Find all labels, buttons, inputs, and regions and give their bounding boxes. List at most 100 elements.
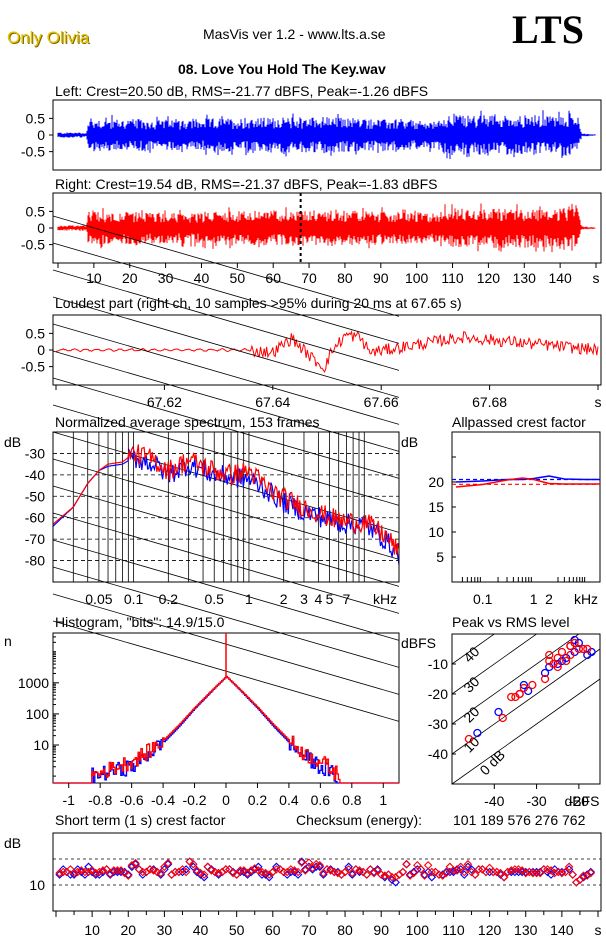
xtick-label: -40 (484, 793, 504, 809)
right-crest-point (463, 859, 473, 869)
xtick-label: 70 (301, 922, 317, 938)
right-point (464, 734, 474, 744)
right-crest-point (174, 867, 184, 877)
right-crest-point (510, 865, 520, 874)
left-crest-point (163, 859, 173, 869)
checksum-label: Checksum (energy): (296, 812, 422, 828)
xtick-label: 67.66 (364, 394, 399, 410)
xtick-label: 0.5 (204, 591, 224, 607)
peak-vs-rms-yticks: -10 -20 -30 -40 (428, 656, 456, 762)
checksum-value: 101 189 576 276 762 (453, 812, 586, 828)
spectrum-slope-line (52, 350, 400, 452)
right-point (528, 680, 537, 690)
xtick-label: 110 (441, 270, 464, 286)
right-point (570, 638, 579, 648)
xtick-label: 90 (373, 922, 389, 938)
loudest-part-marks (56, 330, 599, 373)
right-crest-point (579, 871, 588, 880)
allpassed-crest-ylabel: dB (401, 434, 418, 450)
spectrum-yticks: -30 -40 -50 -60 -70 -80 (25, 445, 45, 568)
spectrum-slope-line (52, 404, 400, 506)
right-crest-point (503, 867, 512, 877)
right-crest-point (315, 860, 325, 870)
right-crest-point (467, 867, 476, 877)
left-crest-point (333, 867, 343, 877)
left-point (574, 638, 584, 648)
left-point (473, 728, 482, 738)
allpassed-crest-title: Allpassed crest factor (452, 414, 586, 430)
xtick-label: 0.4 (279, 792, 299, 808)
right-crest-point (268, 867, 278, 877)
xtick-label: 50 (230, 270, 246, 286)
xtick-label: 110 (442, 922, 465, 938)
right-point (557, 647, 567, 657)
loudest-part-panel: Loudest part (right ch, 10 samples >95% … (21, 295, 602, 410)
right-crest-point (138, 867, 147, 877)
left-crest-point (402, 859, 411, 869)
xtick-label: 130 (513, 270, 537, 286)
right-crest-point (521, 868, 531, 878)
spectrum-ylabel: dB (4, 434, 21, 450)
ytick-label: -20 (428, 686, 448, 702)
file-name: 08. Love You Hold The Key.wav (178, 61, 386, 77)
left-point (540, 668, 550, 678)
xtick-label: 130 (514, 922, 538, 938)
spectrum-title: Normalized average spectrum, 153 frames (55, 414, 320, 430)
right-point (583, 644, 592, 654)
right-crest-point (301, 866, 310, 875)
left-crest-point (344, 862, 353, 872)
xtick-label: -0.4 (151, 792, 175, 808)
right-crest-point (189, 859, 198, 869)
xtick-label: 1 (379, 792, 387, 808)
right-crest-point (384, 870, 393, 879)
right-crest-point (178, 865, 187, 874)
waveform-left-yticks: 0.50-0.5 (21, 110, 53, 160)
short-term-crest-ylabel: dB (4, 835, 21, 851)
waveform-right-title: Right: Crest=19.54 dB, RMS=-21.37 dBFS, … (55, 176, 437, 192)
right-point (553, 662, 562, 672)
xtick-label: 120 (478, 922, 502, 938)
crest-diagonal (451, 633, 537, 695)
right-crest-point (293, 867, 303, 877)
right-crest-point (163, 858, 173, 868)
xtick-label: 5 (326, 591, 334, 607)
right-crest-point (62, 867, 72, 877)
waveform-right-yticks: 0.50-0.5 (21, 203, 53, 253)
xtick-label: -20 (569, 793, 589, 809)
ytick-label: 15 (428, 499, 444, 515)
left-crest-point (467, 865, 476, 874)
xtick-label: s (593, 270, 600, 286)
right-crest-point (416, 865, 426, 874)
right-crest-point (460, 867, 469, 877)
right-crest-point (304, 858, 314, 867)
right-crest-point (236, 866, 245, 875)
spectrum-slope-line (52, 566, 400, 668)
left-crest-point (557, 867, 567, 877)
ytick-label: -0.5 (21, 237, 45, 253)
xtick-label: 0.6 (311, 792, 331, 808)
right-crest-point (427, 867, 437, 877)
short-term-crest-xticks: 10 20 30 40 50 60 70 80 90 100 110 120 130 140 s (55, 911, 602, 938)
right-crest-point (456, 862, 465, 872)
xtick-label: 60 (265, 270, 281, 286)
right-crest-point (243, 868, 252, 878)
left-crest-point (369, 867, 379, 877)
right-crest-point (181, 867, 191, 877)
xtick-label: 100 (405, 270, 429, 286)
ytick-label: -80 (25, 553, 45, 569)
right-crest-point (282, 867, 292, 877)
spectrum-slope-line (52, 215, 400, 317)
xtick-label: 67.62 (147, 394, 182, 410)
left-crest-point (297, 857, 306, 866)
xtick-label: 67.64 (255, 394, 290, 410)
right-crest-point (358, 867, 368, 877)
right-point (519, 683, 529, 693)
left-crest-point (272, 862, 281, 872)
spectrum-slope-line (52, 485, 400, 587)
xtick-label: 67.68 (472, 394, 507, 410)
right-crest-point (398, 867, 408, 877)
right-crest-point (264, 870, 274, 879)
